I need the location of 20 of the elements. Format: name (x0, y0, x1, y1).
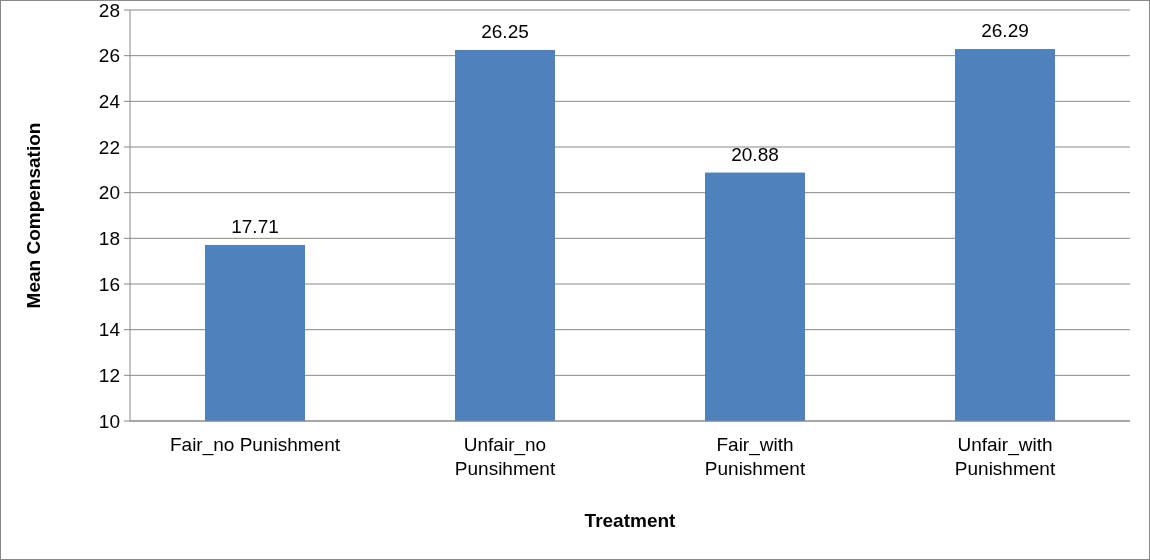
x-tick-label: Unfair_with Punishment (954, 434, 1056, 479)
y-tick-label: 12 (98, 364, 120, 386)
y-tick-label: 26 (98, 45, 120, 67)
y-tick-label: 20 (98, 182, 120, 204)
data-label: 26.25 (481, 20, 529, 42)
x-tick-label: Fair_with Punishment (704, 434, 806, 479)
y-tick-label: 18 (98, 227, 120, 249)
data-label: 17.71 (231, 215, 279, 237)
y-tick-label: 24 (98, 90, 121, 112)
data-label: 20.88 (731, 143, 779, 165)
x-tick-label: Unfair_no Punsihment (454, 434, 556, 479)
y-tick-label: 22 (98, 136, 120, 158)
data-label: 26.29 (981, 20, 1029, 42)
y-tick-label: 28 (98, 0, 120, 21)
y-tick-label: 14 (98, 319, 121, 341)
y-tick-label: 10 (98, 410, 120, 432)
y-axis-title: Mean Compensation (23, 122, 44, 309)
x-tick-label: Fair_no Punishment (169, 434, 341, 456)
x-axis-title: Treatment (584, 510, 677, 531)
y-tick-label: 16 (98, 273, 120, 295)
